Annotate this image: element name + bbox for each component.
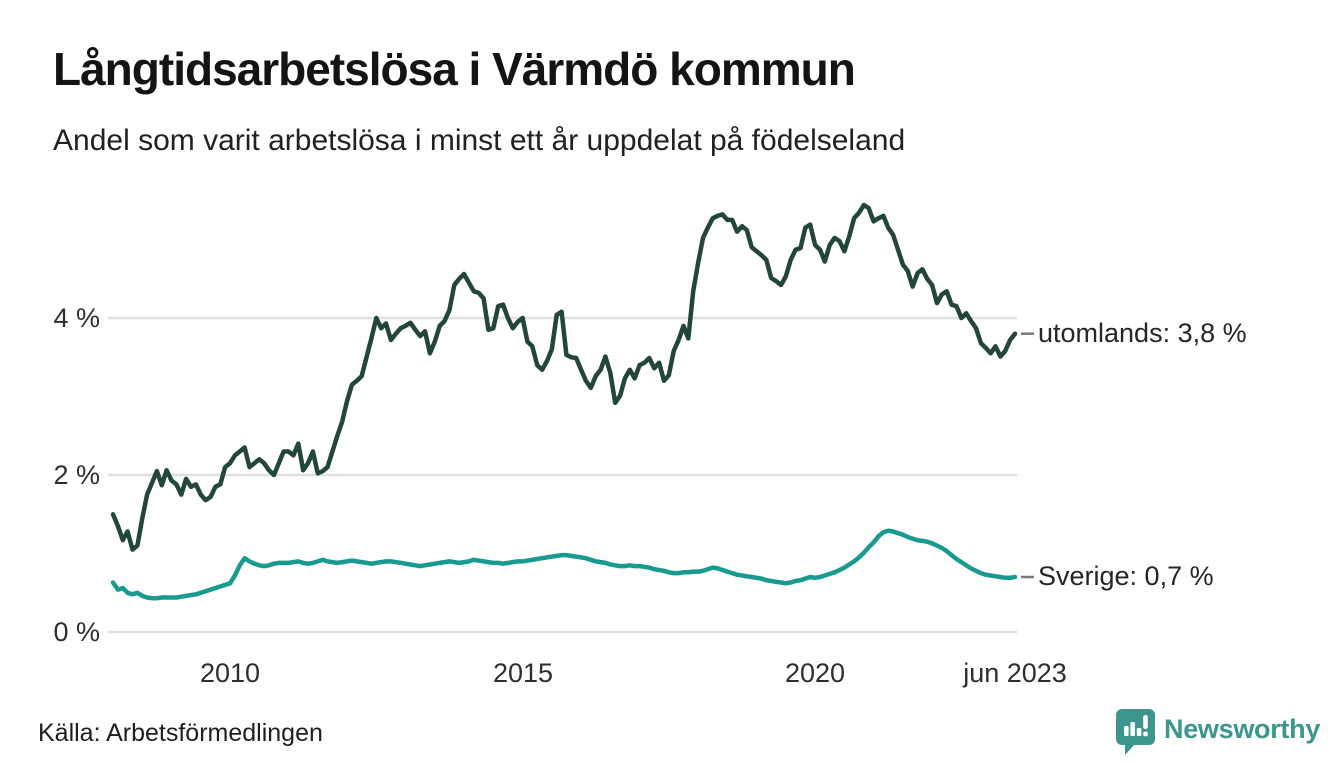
y-tick-label: 4 % [53, 303, 100, 333]
series-line-utomlands [110, 202, 1018, 552]
x-tick-label: 2015 [492, 658, 554, 688]
newsworthy-logo-icon [1116, 709, 1155, 755]
chart-title: Långtidsarbetslösa i Värmdö kommun [53, 43, 856, 95]
newsworthy-logo: Newsworthy [1115, 708, 1325, 758]
x-tick-label: 2010 [199, 658, 261, 688]
series-end-label-utomlands: utomlands: 3,8 % [1038, 317, 1247, 348]
source-note: Källa: Arbetsförmedlingen [38, 719, 323, 747]
newsworthy-wordmark: Newsworthy [1164, 714, 1321, 744]
series-line-Sverige [110, 528, 1018, 601]
x-tick-label: 2020 [784, 658, 846, 688]
y-tick-label: 2 % [53, 460, 100, 490]
x-tick-label: jun 2023 [963, 658, 1067, 688]
series-end-label-Sverige: Sverige: 0,7 % [1038, 561, 1214, 592]
y-tick-label: 0 % [53, 617, 100, 647]
chart-subtitle: Andel som varit arbetslösa i minst ett å… [53, 124, 906, 157]
